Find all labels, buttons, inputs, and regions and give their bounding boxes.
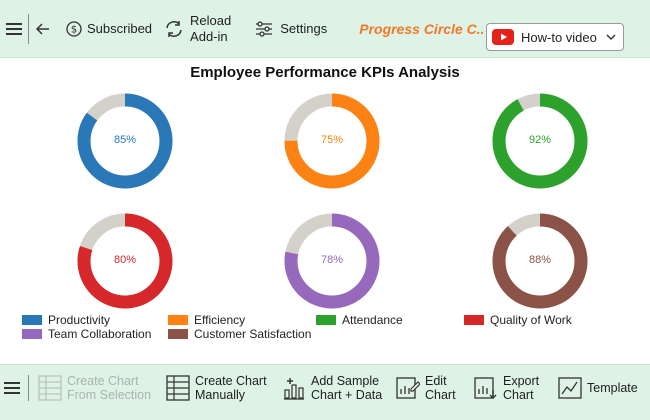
legend-item-team-collaboration: Team Collaboration: [22, 326, 152, 341]
template-button[interactable]: Template: [558, 365, 638, 411]
reload-label-line1: Reload: [190, 12, 232, 28]
create-from-selection-line2: From Selection: [67, 388, 152, 402]
donut-value-quality-of-work: 80%: [113, 254, 137, 266]
edit-chart-label: Edit Chart: [425, 374, 456, 402]
donut-customer-satisfaction: [492, 213, 588, 309]
donut-arc-productivity: [77, 93, 173, 189]
legend-label: Productivity: [48, 312, 111, 327]
menu-icon[interactable]: [4, 365, 20, 411]
donut-arc-quality-of-work: [77, 213, 173, 309]
template-icon: [558, 377, 582, 399]
export-chart-line1: Export: [503, 374, 540, 388]
howto-video-dropdown[interactable]: How-to video: [486, 23, 624, 51]
create-from-selection-line1: Create Chart: [67, 374, 139, 388]
create-from-selection-label: Create Chart From Selection: [67, 374, 151, 402]
reload-label: Reload Add-in: [190, 13, 231, 45]
donut-team-collaboration: [284, 213, 380, 309]
create-manual-line2: Manually: [195, 388, 246, 402]
template-label: Template: [587, 381, 638, 395]
legend-label: Attendance: [342, 312, 403, 327]
edit-chart-button[interactable]: Edit Chart: [396, 365, 456, 411]
legend-swatch: [168, 328, 188, 339]
donut-arc-efficiency: [284, 93, 380, 189]
dollar-circle-icon: $: [66, 20, 82, 37]
legend-label: Customer Satisfaction: [194, 326, 312, 341]
toolbar-divider: [28, 13, 29, 44]
donut-value-team-collaboration: 78%: [320, 254, 344, 266]
back-arrow-icon[interactable]: [32, 0, 54, 58]
create-chart-manually-button[interactable]: Create Chart Manually: [166, 365, 267, 411]
subscribed-label: Subscribed: [87, 20, 153, 36]
top-toolbar: $ Subscribed Reload Add-in Settings Progr…: [0, 0, 650, 58]
reload-icon: [166, 20, 182, 37]
sliders-icon: [256, 20, 273, 37]
donut-value-efficiency: 75%: [320, 134, 344, 146]
legend-label: Team Collaboration: [48, 326, 152, 341]
legend-item-quality-of-work: Quality of Work: [464, 312, 572, 327]
settings-label: Settings: [280, 20, 328, 36]
reload-addin-button[interactable]: Reload Add-in: [164, 0, 231, 58]
legend-swatch: [22, 328, 42, 339]
create-chart-from-selection-button[interactable]: Create Chart From Selection: [38, 365, 151, 411]
toolbar-divider: [28, 375, 29, 401]
export-icon: [474, 377, 497, 399]
donut-arc-attendance: [492, 93, 588, 189]
edit-chart-line2: Chart: [425, 388, 456, 402]
chart-title: Employee Performance KPIs Analysis: [190, 64, 460, 81]
legend-swatch: [22, 314, 42, 325]
legend-item-attendance: Attendance: [316, 312, 403, 327]
donut-efficiency: [284, 93, 380, 189]
chevron-down-icon: [606, 34, 616, 40]
legend-item-efficiency: Efficiency: [168, 312, 246, 327]
donut-quality-of-work: [77, 213, 173, 309]
create-manual-label: Create Chart Manually: [195, 374, 267, 402]
legend-label: Efficiency: [194, 312, 246, 327]
donut-value-customer-satisfaction: 88%: [528, 254, 552, 266]
legend-swatch: [168, 314, 188, 325]
donut-value-productivity: 85%: [113, 134, 137, 146]
legend-label: Quality of Work: [490, 312, 572, 327]
settings-button[interactable]: Settings: [255, 0, 327, 58]
howto-label: How-to video: [521, 29, 597, 45]
chart-legend: Productivity Efficiency Attendance Quality …: [0, 313, 650, 343]
youtube-icon: [492, 29, 514, 45]
table-select-icon: [38, 375, 62, 401]
add-sample-line1: Add Sample: [311, 374, 380, 388]
donut-arc-customer-satisfaction: [492, 213, 588, 309]
svg-text:$: $: [71, 24, 77, 35]
donut-value-attendance: 92%: [528, 134, 552, 146]
add-sample-chart-button[interactable]: Add Sample Chart + Data: [282, 365, 382, 411]
add-sample-label: Add Sample Chart + Data: [311, 374, 382, 402]
donut-attendance: [492, 93, 588, 189]
app-title: Progress Circle C...: [359, 20, 484, 37]
bottom-toolbar: Create Chart From Selection Create Chart M…: [0, 364, 650, 420]
sample-chart-icon: [284, 378, 304, 400]
menu-icon[interactable]: [2, 0, 26, 58]
legend-swatch: [316, 314, 336, 325]
export-chart-button[interactable]: Export Chart: [474, 365, 539, 411]
subscribed-button[interactable]: $ Subscribed: [66, 0, 152, 58]
export-chart-line2: Chart: [503, 388, 534, 402]
legend-swatch: [464, 314, 484, 325]
donut-arc-team-collaboration: [284, 213, 380, 309]
table-icon: [166, 375, 190, 401]
legend-item-productivity: Productivity: [22, 312, 111, 327]
create-manual-line1: Create Chart: [195, 374, 267, 388]
add-sample-line2: Chart + Data: [311, 388, 383, 402]
reload-label-line2: Add-in: [190, 28, 228, 44]
export-chart-label: Export Chart: [503, 374, 539, 402]
donut-productivity: [77, 93, 173, 189]
legend-item-customer-satisfaction: Customer Satisfaction: [168, 326, 312, 341]
edit-chart-line1: Edit: [425, 374, 447, 388]
chart-canvas: Employee Performance KPIs Analysis 85% 75…: [0, 58, 650, 364]
edit-chart-icon: [396, 377, 420, 399]
